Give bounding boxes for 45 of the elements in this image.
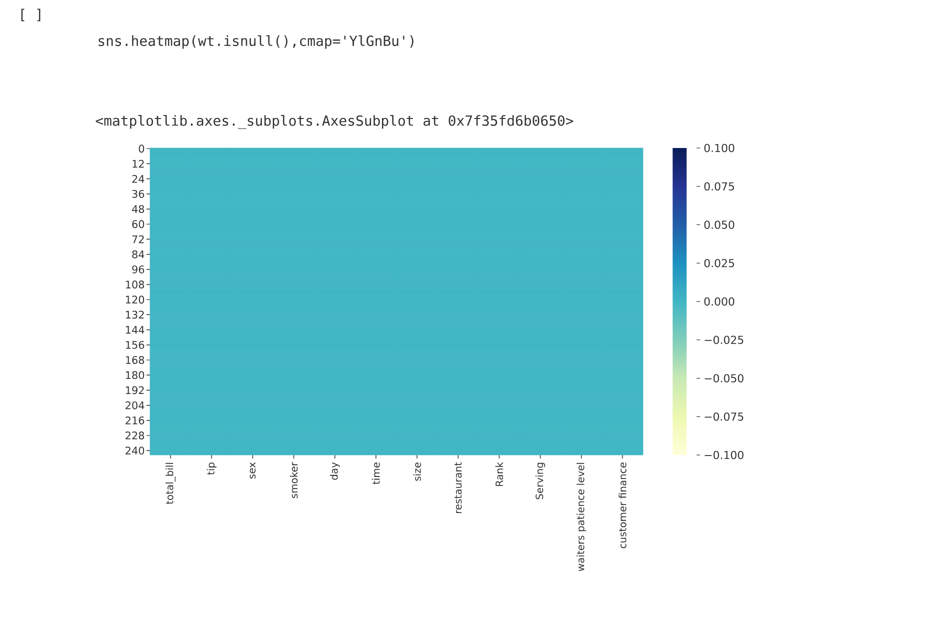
y-tick-label: 84 [132, 250, 144, 258]
y-tick-label: 192 [126, 386, 144, 394]
y-tick-label: 48 [132, 205, 144, 213]
y-tick-label: 72 [132, 235, 144, 244]
x-tick-label: smoker [290, 462, 298, 498]
x-tick-label: waiters patience level [576, 462, 586, 572]
y-tick-label: 204 [126, 401, 144, 410]
color-bar-label: −0.075 [704, 412, 744, 421]
y-tick-label: 24 [132, 174, 144, 183]
x-tick-label: tip [206, 462, 216, 475]
y-tick-label: 180 [126, 371, 144, 380]
y-tick-label: 60 [132, 220, 144, 228]
y-tick-label: 144 [126, 326, 144, 334]
y-tick-label: 168 [126, 356, 144, 364]
text: sns.heatmap(wt.isnull(),cmap='YlGnBu') [98, 35, 414, 49]
x-tick-label: time [372, 462, 380, 484]
x-tick-label: day [330, 462, 340, 480]
x-tick-label: Rank [495, 462, 504, 486]
y-tick-label: 120 [126, 296, 144, 304]
color-bar-label: 0.025 [704, 258, 734, 268]
color-bar-label: 0.000 [704, 297, 734, 306]
x-tick-label: Serving [535, 462, 546, 500]
color-bar-label: 0.100 [704, 144, 734, 152]
y-tick-label: 0 [138, 144, 144, 153]
x-tick-label: restaurant [454, 462, 462, 514]
y-tick-label: 12 [132, 160, 144, 168]
y-tick-label: 240 [126, 446, 144, 455]
y-tick-label: 156 [126, 340, 144, 349]
text: [ ] [21, 8, 40, 22]
color-bar-label: −0.050 [704, 374, 744, 382]
color-bar-label: 0.050 [704, 220, 734, 229]
y-tick-label: 228 [126, 432, 144, 440]
y-tick-label: 216 [126, 416, 144, 424]
text: <matplotlib.axes._subplots.AxesSubplot at 0x7f35fd6b0650> [96, 115, 574, 129]
color-bar-label: −0.100 [704, 450, 744, 460]
y-tick-label: 108 [126, 280, 144, 288]
y-tick-label: 36 [132, 190, 144, 198]
color-bar-label: 0.075 [704, 182, 734, 191]
x-tick-label: total_bill [166, 462, 176, 504]
y-tick-label: 132 [126, 310, 144, 319]
x-tick-label: size [413, 462, 421, 481]
y-tick-label: 96 [132, 265, 144, 274]
color-bar-label: −0.025 [704, 336, 744, 344]
x-tick-label: sex [250, 462, 256, 479]
x-tick-label: customer finance [618, 462, 626, 548]
